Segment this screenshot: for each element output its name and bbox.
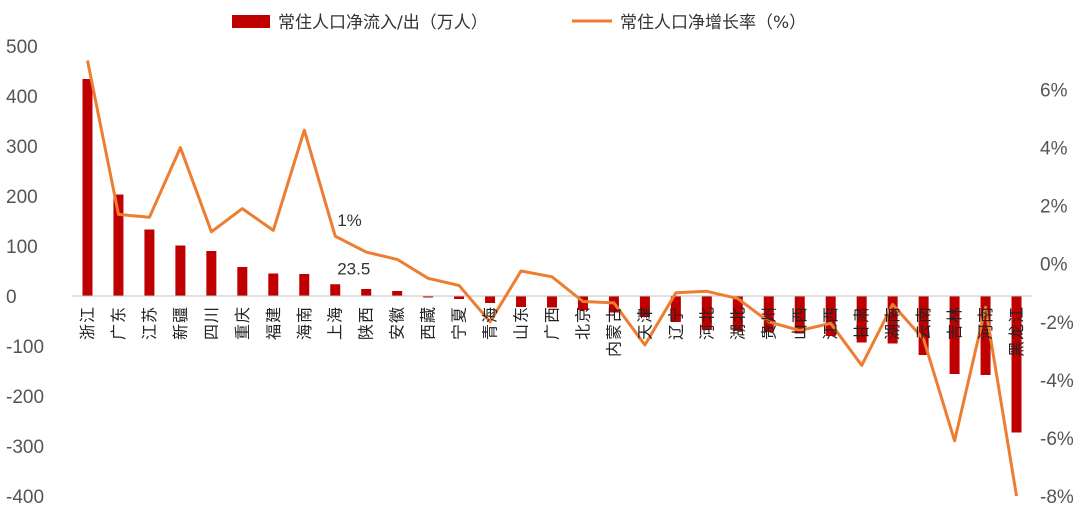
bar	[856, 296, 867, 343]
legend-line-label: 常住人口净增长率（%）	[620, 13, 806, 33]
bar-series	[82, 79, 1022, 433]
category-label: 江苏	[140, 306, 159, 340]
bar	[268, 273, 279, 296]
bar	[918, 296, 929, 355]
right-tick-label: -4%	[1040, 371, 1074, 392]
bar	[113, 194, 124, 296]
left-tick-label: 500	[6, 37, 38, 58]
bar	[794, 296, 805, 334]
category-label: 黑龙江	[1007, 306, 1026, 357]
category-label: 海南	[295, 306, 314, 340]
bar	[454, 296, 465, 299]
bar	[516, 296, 527, 307]
legend-bar-swatch	[232, 15, 270, 28]
bar	[701, 296, 712, 330]
left-tick-label: -200	[6, 387, 44, 408]
left-tick-label: -400	[6, 487, 44, 508]
annotations: 1% 23.5	[337, 211, 370, 278]
bar	[887, 296, 898, 344]
bar	[485, 296, 496, 303]
category-label: 云南	[914, 306, 933, 340]
category-label: 北京	[573, 306, 592, 340]
category-label: 新疆	[171, 306, 190, 340]
right-axis: 6% 4% 2% 0% -2% -4% -6% -8%	[1040, 81, 1074, 508]
bar	[361, 289, 372, 296]
right-tick-label: 6%	[1040, 81, 1068, 102]
left-axis: 500 400 300 200 100 0 -100 -200 -300 -400	[6, 37, 44, 508]
category-label: 上海	[326, 306, 345, 340]
right-tick-label: 0%	[1040, 255, 1068, 276]
bar	[175, 245, 186, 296]
category-label: 青海	[481, 306, 500, 340]
bar	[980, 296, 991, 375]
left-tick-label: 300	[6, 137, 38, 158]
bar	[670, 296, 681, 322]
bar	[1011, 296, 1022, 433]
category-label: 陕西	[357, 306, 376, 340]
data-annotation: 1%	[337, 211, 362, 230]
line-series	[86, 60, 1018, 497]
bar	[763, 296, 774, 332]
category-label: 山西	[790, 306, 809, 340]
bar	[639, 296, 650, 317]
category-labels: 浙江 广东 江苏 新疆 四川 重庆 福建 海南 上海 陕西 安徽 西藏 宁夏 青海 山东 广西 北京 内蒙古 天津辽…	[78, 306, 1026, 357]
bar	[392, 291, 403, 296]
bar	[825, 296, 836, 336]
category-label: 江西	[821, 306, 840, 340]
left-tick-label: -100	[6, 337, 44, 358]
category-label: 山东	[512, 306, 531, 340]
right-tick-label: 4%	[1040, 139, 1068, 160]
left-tick-label: 0	[6, 287, 17, 308]
category-label: 四川	[202, 306, 221, 340]
category-label: 广东	[109, 306, 128, 340]
right-tick-label: 2%	[1040, 197, 1068, 218]
category-label: 吉林	[945, 306, 964, 340]
left-tick-label: 200	[6, 187, 38, 208]
bar	[144, 229, 155, 296]
category-label: 浙江	[78, 306, 97, 340]
right-tick-label: -8%	[1040, 487, 1074, 508]
right-tick-label: -2%	[1040, 313, 1074, 334]
category-label: 广西	[543, 306, 562, 340]
category-label: 湖南	[883, 306, 902, 340]
bar	[547, 296, 557, 308]
category-label: 河南	[976, 306, 995, 340]
bar	[732, 296, 743, 331]
category-label: 河北	[697, 306, 716, 340]
bar	[82, 79, 93, 296]
left-tick-label: -300	[6, 437, 44, 458]
bar	[949, 296, 960, 374]
legend: 常住人口净流入/出（万人） 常住人口净增长率（%）	[232, 13, 806, 33]
left-tick-label: 400	[6, 87, 38, 108]
category-label: 安徽	[388, 306, 407, 340]
category-label: 内蒙古	[604, 306, 623, 357]
category-label: 重庆	[233, 306, 252, 340]
category-label: 宁夏	[450, 306, 469, 340]
legend-bar-label: 常住人口净流入/出（万人）	[278, 13, 488, 33]
data-annotation: 23.5	[337, 259, 370, 278]
bar	[237, 267, 248, 296]
category-label: 西藏	[419, 306, 438, 340]
category-label: 湖北	[728, 306, 747, 340]
left-tick-label: 100	[6, 237, 38, 258]
bar	[330, 284, 341, 296]
bar	[299, 274, 310, 296]
growth-rate-line	[86, 60, 1018, 497]
category-label: 贵州	[759, 306, 778, 340]
category-label: 辽宁	[666, 306, 685, 340]
bar	[423, 296, 434, 298]
category-label: 甘肃	[852, 306, 871, 340]
bar	[206, 251, 217, 296]
category-label: 天津	[635, 306, 654, 340]
right-tick-label: -6%	[1040, 429, 1074, 450]
category-label: 福建	[264, 306, 283, 340]
